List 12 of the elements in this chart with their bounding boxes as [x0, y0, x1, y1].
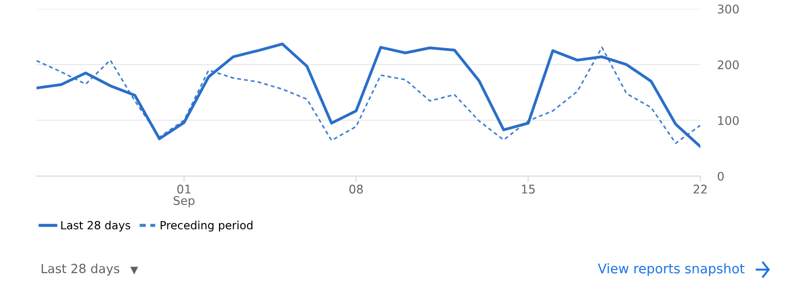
- x-tick-label: 15: [522, 184, 535, 194]
- x-tick-label: 22: [694, 184, 707, 194]
- legend-label: Preceding period: [160, 220, 252, 232]
- x-tick-label: 08: [349, 184, 363, 194]
- text: View reports snapshot: [598, 263, 744, 276]
- legend-label: Last 28 days: [61, 220, 130, 232]
- y-tick-label: 300: [718, 4, 739, 14]
- text: Last 28 days: [42, 264, 120, 276]
- x-tick-label: 01 Sep: [174, 184, 195, 208]
- y-tick-label: 200: [718, 60, 739, 70]
- y-tick-label: 100: [718, 116, 739, 126]
- y-tick-label: 0: [718, 172, 724, 181]
